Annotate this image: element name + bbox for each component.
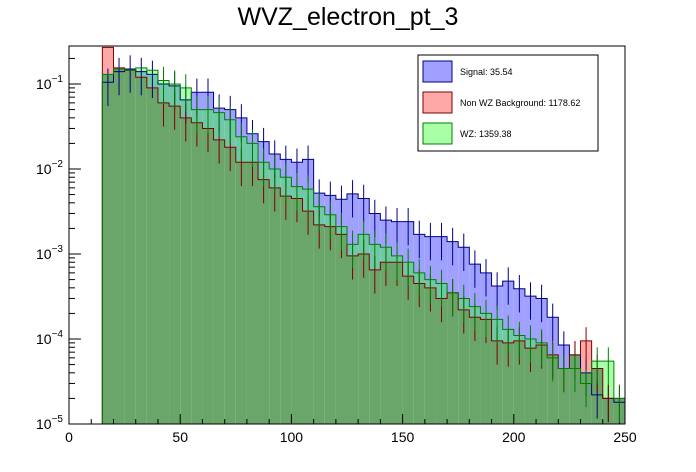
plot-frame: [68, 45, 626, 425]
bar-overlap-all: [280, 196, 292, 424]
bar-overlap-all: [313, 224, 325, 424]
series-outline-signal: [101, 68, 626, 424]
bar-signal: [458, 247, 470, 299]
y-tick-label: 10−5: [36, 414, 63, 432]
bar-non-wz-background: [102, 47, 114, 75]
bar-overlap-all: [480, 319, 492, 424]
series-outline-wz: [101, 67, 626, 424]
bar-overlap-all: [213, 139, 225, 425]
y-tick-label: 10−3: [36, 244, 63, 262]
bar-overlap-all: [524, 348, 537, 424]
bar-overlap-all: [547, 357, 559, 424]
bar-overlap-all: [447, 292, 459, 424]
y-tick-label: 10−1: [36, 74, 63, 92]
x-tick-label: 50: [172, 429, 188, 445]
bar-overlap-all: [391, 262, 403, 424]
bar-overlap-all: [258, 179, 270, 424]
bar-overlap-all: [536, 345, 548, 424]
bar-overlap-all: [424, 287, 436, 424]
bar-overlap-all: [435, 298, 448, 424]
y-tick-label: 10−4: [36, 329, 63, 347]
bar-signal: [447, 241, 459, 293]
bar-overlap-all: [113, 71, 125, 424]
bar-overlap-all: [402, 276, 414, 424]
bar-overlap-all: [246, 162, 259, 424]
legend-label: Non WZ Background: 1178.62: [460, 98, 580, 108]
y-tick-label: 10−2: [36, 159, 63, 177]
bar-overlap-all: [324, 226, 336, 424]
bar-overlap-all: [235, 162, 247, 424]
bar-overlap-all: [269, 187, 281, 424]
bar-overlap-all: [202, 128, 214, 424]
x-tick-label: 100: [280, 429, 304, 445]
legend: Signal: 35.54 Non WZ Background: 1178.62 W…: [417, 54, 599, 152]
bar-overlap-all: [513, 340, 525, 424]
bar-overlap-all: [458, 309, 470, 424]
bar-signal: [347, 193, 359, 245]
bar-overlap-all: [124, 70, 136, 424]
x-tick-label: 250: [613, 429, 637, 445]
bar-overlap-all: [569, 368, 581, 424]
legend-swatch: [422, 122, 453, 145]
bar-overlap-all: [358, 254, 370, 424]
chart-title: WVZ_electron_pt_3: [238, 3, 459, 31]
series-outline-non-wz-background: [101, 46, 626, 424]
legend-swatch: [422, 60, 453, 83]
bar-overlap-all: [157, 102, 170, 424]
bar-overlap-all: [102, 82, 114, 424]
bar-overlap-all: [335, 234, 347, 424]
plot-area: [101, 46, 626, 425]
legend-label: WZ: 1359.38: [460, 129, 512, 139]
x-tick-label: 150: [391, 429, 415, 445]
bar-overlap-all: [191, 122, 203, 425]
legend-label: Signal: 35.54: [460, 67, 513, 77]
bar-overlap-all: [413, 283, 425, 424]
x-tick-label: 200: [502, 429, 526, 445]
bar-overlap-all: [291, 198, 303, 424]
bar-overlap-all: [347, 255, 359, 424]
bar-overlap-all: [146, 87, 158, 424]
bar-overlap-all: [169, 106, 181, 424]
x-tick-label: 0: [65, 429, 73, 445]
axes: 0 50 100 150 200 250 10−5 10−4 10−3 10−2 10−1: [36, 57, 637, 445]
bar-overlap-all: [224, 147, 236, 424]
bar-overlap-all: [502, 342, 514, 424]
bar-overlap-all: [180, 117, 192, 425]
bar-overlap-all: [380, 262, 392, 424]
bar-overlap-all: [469, 317, 481, 424]
bar-overlap-all: [491, 340, 503, 424]
bar-overlap-all: [558, 368, 570, 424]
bar-overlap-all: [369, 269, 381, 424]
bar-overlap-all: [302, 211, 314, 424]
bar-overlap-all: [135, 77, 147, 424]
legend-swatch: [422, 91, 453, 114]
bar-signal: [502, 281, 514, 330]
